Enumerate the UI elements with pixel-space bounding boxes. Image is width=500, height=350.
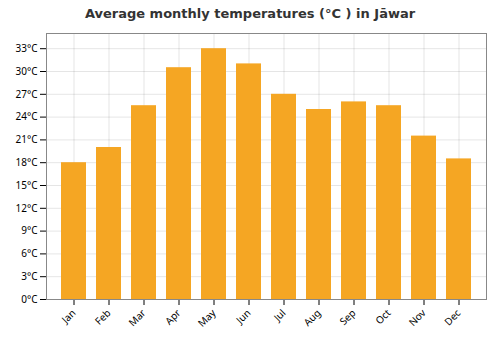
- svg-text:33°C: 33°C: [15, 41, 38, 55]
- svg-text:Feb: Feb: [91, 306, 113, 328]
- svg-text:Jul: Jul: [270, 306, 289, 325]
- svg-text:24°C: 24°C: [15, 109, 38, 123]
- svg-text:27°C: 27°C: [15, 87, 38, 101]
- svg-text:Jun: Jun: [232, 306, 253, 327]
- svg-text:Jan: Jan: [58, 306, 79, 327]
- svg-text:9°C: 9°C: [21, 223, 38, 237]
- svg-text:Mar: Mar: [125, 306, 148, 329]
- svg-text:18°C: 18°C: [15, 155, 38, 169]
- svg-text:0°C: 0°C: [21, 292, 38, 306]
- svg-text:Oct: Oct: [372, 306, 394, 328]
- svg-text:Nov: Nov: [405, 305, 429, 329]
- svg-text:3°C: 3°C: [21, 269, 38, 283]
- svg-text:Dec: Dec: [441, 306, 464, 329]
- html-text:Average monthly temperatures (: Average monthly temperatures (°C ) in Jā…: [84, 6, 416, 21]
- svg-text:21°C: 21°C: [15, 132, 38, 146]
- svg-text:Sep: Sep: [336, 306, 358, 328]
- svg-text:Aug: Aug: [300, 306, 323, 329]
- svg-text:May: May: [194, 305, 219, 330]
- svg-text:12°C: 12°C: [15, 201, 38, 215]
- svg-text:6°C: 6°C: [21, 246, 38, 260]
- svg-text:Apr: Apr: [162, 306, 184, 328]
- svg-text:30°C: 30°C: [15, 64, 38, 78]
- svg-text:15°C: 15°C: [15, 178, 38, 192]
